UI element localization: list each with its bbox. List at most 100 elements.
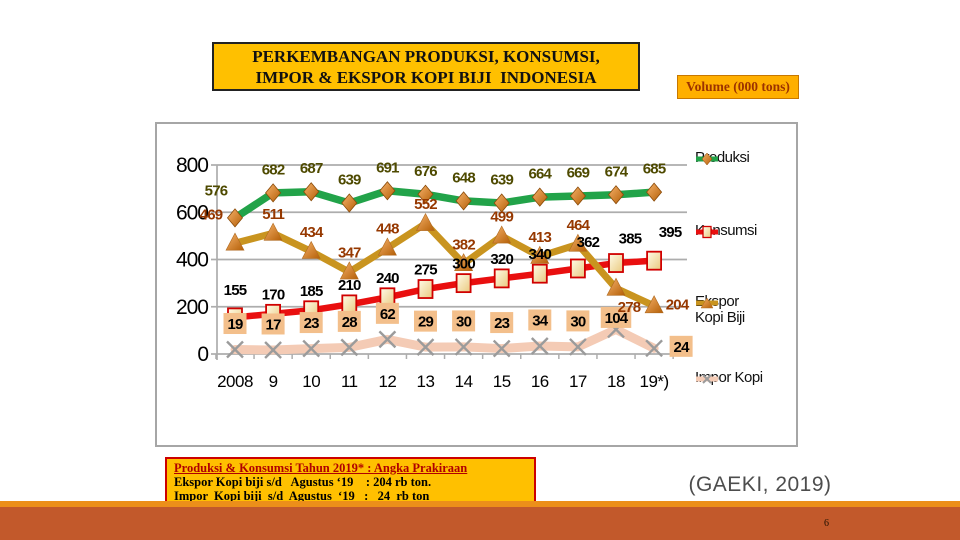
- y-axis-label: 200: [176, 296, 208, 319]
- footnote-box: Produksi & Konsumsi Tahun 2019* : Angka …: [165, 457, 536, 503]
- marker-square: [417, 279, 434, 299]
- marker-x: [454, 338, 473, 356]
- legend-item-impor: Impor Kopi: [695, 370, 767, 386]
- data-label-konsumsi: 185: [300, 283, 323, 300]
- legend-marker-produksi: [696, 152, 718, 166]
- marker-diamond: [379, 181, 396, 201]
- data-label-box: [337, 310, 361, 332]
- footnote-line1: Produksi & Konsumsi Tahun 2019* : Angka …: [174, 461, 468, 475]
- data-label-ekspor: 434: [300, 224, 324, 241]
- data-label-impor: 23: [494, 315, 510, 332]
- data-label-impor: 19: [227, 316, 243, 333]
- data-label-box: [261, 313, 285, 335]
- data-label-box: [375, 302, 399, 324]
- series-line-ekspor: [231, 220, 658, 310]
- legend-item-konsumsi: Konsumsi: [695, 223, 767, 239]
- data-label-produksi: 576: [205, 182, 228, 199]
- y-axis-label: 600: [176, 201, 208, 224]
- marker-diamond: [607, 185, 625, 205]
- data-label-konsumsi: 155: [224, 282, 247, 299]
- data-label-box: [299, 312, 323, 334]
- data-label-impor: 30: [456, 313, 472, 330]
- data-label-produksi: 685: [643, 161, 666, 178]
- data-label-konsumsi: 320: [490, 251, 513, 268]
- data-label-box: [223, 313, 247, 335]
- data-label-ekspor: 499: [490, 209, 513, 226]
- series-line-produksi: [231, 187, 658, 222]
- data-label-box: [669, 335, 693, 357]
- chart: 0 200 400 600 800 2008 9 10 11 12 13 14 15 16 17 18 19*)…: [176, 154, 693, 391]
- data-label-produksi: 682: [262, 161, 285, 178]
- data-label-ekspor: 552: [414, 196, 437, 213]
- series-line-konsumsi: [231, 257, 658, 321]
- series-line-impor: [230, 324, 659, 355]
- x-axis-label: 12: [378, 372, 396, 391]
- marker-triangle: [606, 277, 626, 296]
- data-label-impor: 24: [674, 339, 691, 356]
- data-label-konsumsi: 170: [262, 286, 285, 303]
- data-label-produksi: 639: [490, 172, 513, 189]
- data-label-box: [414, 310, 437, 332]
- marker-diamond: [265, 183, 282, 203]
- data-label-konsumsi: 362: [577, 234, 600, 251]
- slide-title-line1: PERKEMBANGAN PRODUKSI, KONSUMSI,: [252, 46, 600, 66]
- data-label-impor: 23: [304, 315, 320, 332]
- data-label-ekspor: 204: [666, 296, 690, 313]
- data-label-produksi: 676: [414, 163, 437, 180]
- volume-units-label: Volume (000 tons): [677, 75, 799, 99]
- marker-triangle: [263, 222, 283, 241]
- footnote-line2: Ekspor Kopi biji s/d Agustus ‘19 : 204 r…: [174, 475, 432, 489]
- data-label-ekspor: 413: [528, 229, 551, 246]
- marker-square: [646, 250, 663, 271]
- data-label-konsumsi: 395: [659, 224, 682, 241]
- marker-diamond: [455, 191, 472, 211]
- marker-diamond: [341, 193, 358, 213]
- marker-square: [569, 258, 586, 279]
- legend-marker-ekspor: [696, 297, 718, 309]
- data-label-impor: 34: [532, 312, 549, 329]
- x-axis-label: 10: [302, 372, 320, 391]
- marker-x: [302, 339, 321, 358]
- data-label-box: [452, 310, 476, 332]
- data-label-impor: 104: [605, 310, 629, 327]
- data-label-konsumsi: 275: [414, 262, 437, 279]
- data-label-box: [600, 306, 632, 328]
- chart-panel: 0 200 400 600 800 2008 9 10 11 12 13 14 15 16 17 18 19*)…: [155, 122, 798, 447]
- marker-x: [378, 330, 397, 349]
- y-axis-label: 400: [176, 249, 208, 272]
- data-label-ekspor: 382: [452, 236, 475, 253]
- data-label-impor: 30: [570, 313, 586, 330]
- marker-x: [226, 340, 244, 359]
- data-label-konsumsi: 385: [619, 231, 642, 248]
- marker-triangle: [530, 245, 550, 264]
- x-axis-label: 16: [531, 372, 549, 391]
- marker-x: [492, 339, 511, 358]
- data-label-ekspor: 511: [262, 206, 284, 223]
- chart-legend: Produksi Konsumsi Ekspor Kopi Biji Impor Ko…: [695, 124, 799, 445]
- marker-x: [645, 339, 663, 358]
- data-label-impor: 17: [266, 316, 282, 333]
- data-label-ekspor: 464: [567, 217, 591, 234]
- legend-marker-konsumsi: [696, 225, 718, 239]
- marker-triangle: [339, 261, 359, 280]
- marker-triangle: [416, 212, 435, 231]
- x-axis-label: 14: [455, 372, 473, 391]
- marker-x: [264, 341, 282, 359]
- slide-title-line2: IMPOR & EKSPOR KOPI BIJI INDONESIA: [255, 67, 597, 87]
- data-label-konsumsi: 340: [528, 246, 551, 263]
- data-label-impor: 28: [342, 314, 358, 331]
- marker-x: [340, 338, 359, 357]
- data-label-konsumsi: 210: [338, 277, 361, 294]
- marker-square: [455, 273, 472, 294]
- legend-marker-impor: [696, 374, 718, 384]
- marker-diamond: [226, 208, 244, 228]
- legend-item-ekspor: Ekspor Kopi Biji: [695, 294, 767, 326]
- data-label-konsumsi: 300: [452, 256, 475, 273]
- legend-item-produksi: Produksi: [695, 150, 767, 166]
- data-label-produksi: 691: [376, 159, 399, 176]
- marker-square: [493, 268, 510, 289]
- bottom-bar: 6: [0, 507, 960, 540]
- marker-triangle: [301, 240, 321, 259]
- marker-triangle: [568, 233, 588, 252]
- marker-square: [341, 294, 358, 315]
